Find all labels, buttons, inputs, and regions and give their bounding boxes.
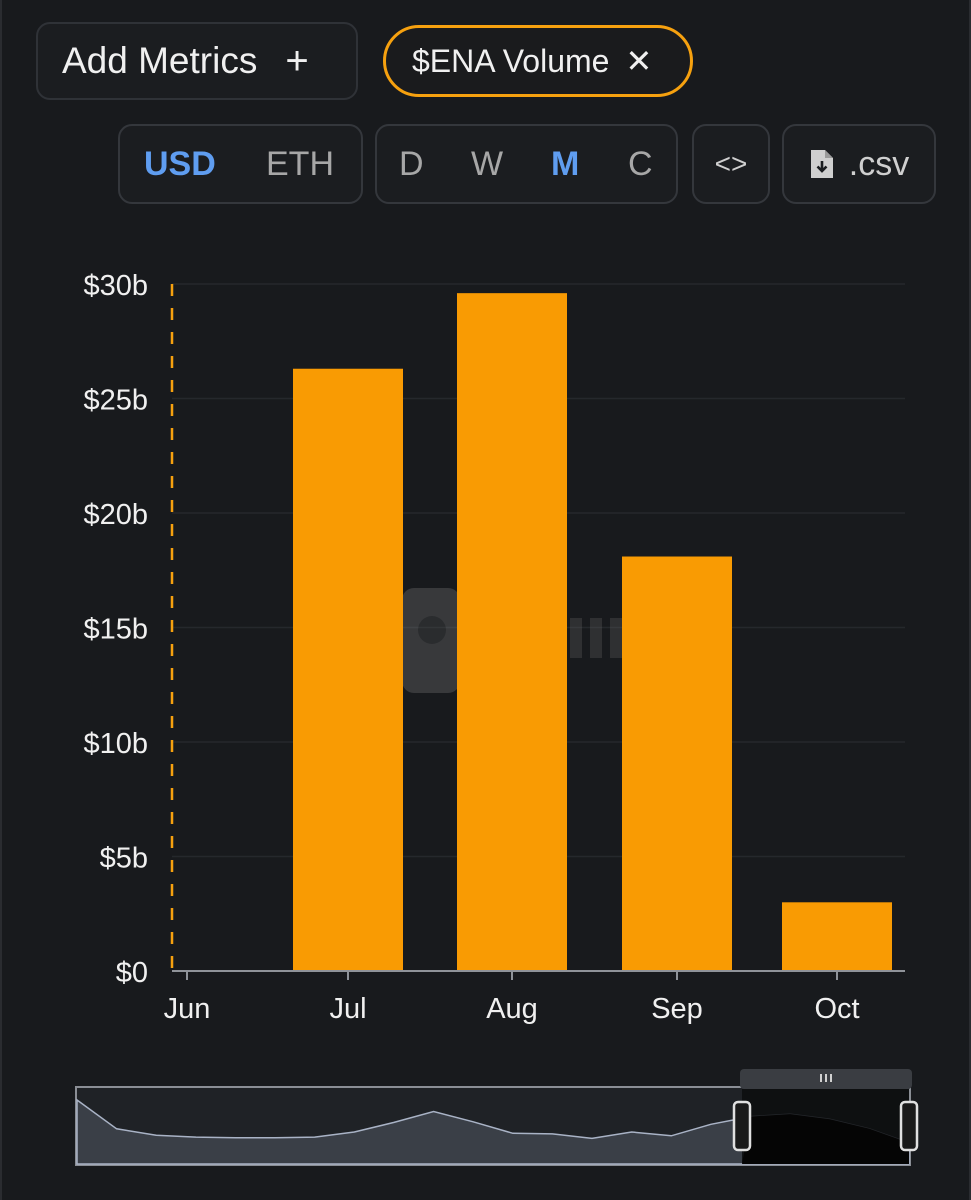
currency-toggle: USD ETH (118, 124, 363, 204)
bar-sep[interactable] (622, 556, 732, 971)
volume-bar-chart: $0 $5b $10b $15b $20b $25b $30b Jun Jul Aug Sep Oc… (83, 270, 905, 1025)
y-tick-label: $5b (100, 843, 148, 875)
metric-chip-ena-volume[interactable]: $ENA Volume ✕ (383, 25, 693, 97)
currency-option-eth[interactable]: ETH (266, 144, 334, 183)
overview-area-selected (742, 1114, 909, 1164)
x-tick-label: Jun (164, 993, 211, 1025)
currency-option-usd[interactable]: USD (144, 144, 216, 183)
x-tick-label: Oct (814, 993, 859, 1025)
period-option-day[interactable]: D (399, 144, 424, 183)
overview-handle-left[interactable] (732, 1100, 752, 1152)
period-option-cumulative[interactable]: C (628, 144, 653, 183)
file-download-icon (810, 150, 833, 178)
bar-oct[interactable] (782, 902, 892, 971)
embed-button[interactable]: <> (692, 124, 770, 204)
y-tick-label: $15b (83, 614, 148, 646)
code-icon: <> (714, 148, 748, 179)
x-tick-label: Jul (329, 993, 366, 1025)
x-tick-label: Aug (486, 993, 538, 1025)
add-metrics-label: Add Metrics (62, 40, 258, 81)
bar-aug[interactable] (457, 293, 567, 971)
y-tick-label: $10b (83, 728, 148, 760)
period-option-week[interactable]: W (471, 144, 504, 183)
y-tick-label: $25b (83, 385, 148, 417)
close-icon[interactable]: ✕ (625, 43, 653, 79)
bar-jul[interactable] (293, 368, 403, 971)
y-tick-label: $20b (83, 499, 148, 531)
period-option-month[interactable]: M (551, 144, 580, 183)
overview-handle-right[interactable] (899, 1100, 919, 1152)
panel-right-border (969, 0, 971, 1200)
y-tick-label: $30b (83, 270, 148, 302)
y-tick-label: $0 (116, 957, 148, 989)
plus-icon: + (285, 38, 309, 83)
panel-left-border (0, 0, 2, 1200)
metric-chip-label: $ENA Volume (412, 42, 610, 79)
csv-label: .csv (848, 144, 910, 183)
range-overview[interactable] (0, 1060, 971, 1180)
drag-grip-icon (820, 1074, 832, 1082)
period-toggle: D W M C (375, 124, 678, 204)
add-metrics-button[interactable]: Add Metrics + (36, 22, 358, 100)
csv-download-button[interactable]: .csv (782, 124, 936, 204)
x-tick-label: Sep (651, 993, 703, 1025)
